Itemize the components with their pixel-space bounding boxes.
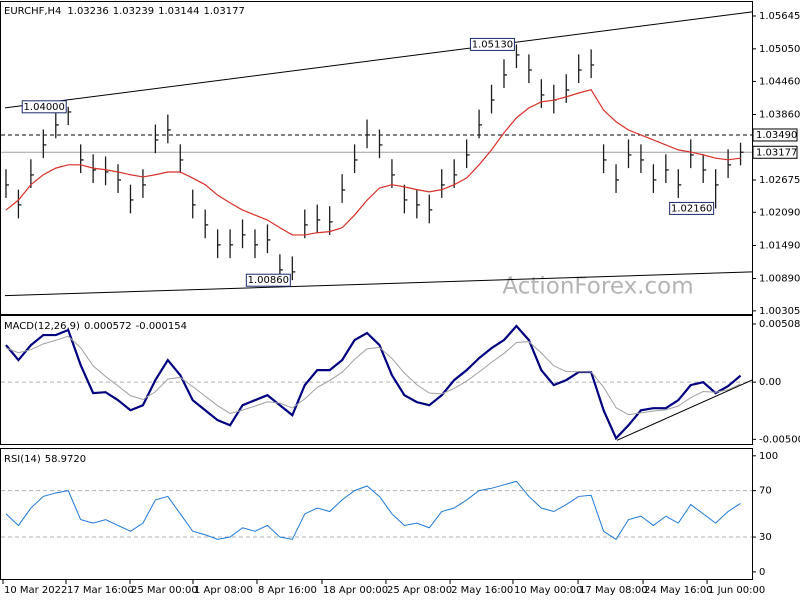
symbol: EURCHF,H4 <box>4 6 61 17</box>
level-box <box>752 128 798 142</box>
callout-box <box>669 201 715 215</box>
x-tick-label: 25 Apr 08:00 <box>387 585 452 596</box>
macd-value: 0.000572 <box>84 321 132 332</box>
y-tick-label: 70 <box>759 486 772 497</box>
y-tick-label: -0.005002 <box>759 434 800 445</box>
trend-line <box>4 271 753 297</box>
trend-line <box>4 11 753 109</box>
indicator-line <box>5 89 741 236</box>
y-tick-label: 1.05050 <box>759 44 800 55</box>
indicator-line <box>5 480 741 541</box>
indicator-name: MACD(12,26,9) <box>4 321 80 332</box>
x-tick-label: 2 May 16:00 <box>451 585 513 596</box>
y-tick-label: 1.03860 <box>759 110 800 121</box>
trend-line <box>616 379 753 441</box>
x-tick-label: 10 Mar 2022 <box>4 585 67 596</box>
y-tick-label: 1.01490 <box>759 240 800 251</box>
signal-value: -0.000154 <box>136 321 187 332</box>
open-value: 1.03236 <box>67 6 108 17</box>
rsi-value: 58.9720 <box>45 454 86 465</box>
close-value: 1.03177 <box>203 6 244 17</box>
y-tick-label: 1.00305 <box>759 306 800 317</box>
y-tick-label: 0.005089 <box>759 319 800 330</box>
low-value: 1.03144 <box>158 6 199 17</box>
x-tick-label: 17 May 08:00 <box>579 585 648 596</box>
price-header: EURCHF,H4 1.03236 1.03239 1.03144 1.03177 <box>4 6 245 17</box>
callout-label: 1.00860 <box>248 275 289 286</box>
y-tick-label: 1.04460 <box>759 76 800 87</box>
x-tick-label: 8 Apr 16:00 <box>258 585 317 596</box>
y-tick-label: 0 <box>759 567 765 578</box>
y-tick-label: 30 <box>759 532 772 543</box>
indicator-line <box>5 335 741 416</box>
x-tick-label: 18 Apr 00:00 <box>323 585 388 596</box>
x-tick-label: 17 Mar 16:00 <box>67 585 134 596</box>
watermark: ActionForex.com <box>502 274 693 300</box>
callout-label: 1.05130 <box>472 39 513 50</box>
panel-frame <box>0 448 753 580</box>
callout-label: 1.04000 <box>24 102 65 113</box>
macd-header: MACD(12,26,9) 0.000572 -0.000154 <box>4 321 187 332</box>
indicator-name: RSI(14) <box>4 454 41 465</box>
callout-box <box>245 273 291 287</box>
y-tick-label: 0.00 <box>759 377 781 388</box>
callout-box <box>21 100 67 114</box>
x-tick-label: 25 Mar 00:00 <box>131 585 198 596</box>
y-tick-label: 1.02675 <box>759 175 800 186</box>
level-label: 1.03490 <box>756 130 797 141</box>
rsi-header: RSI(14) 58.9720 <box>4 454 86 465</box>
y-tick-label: 1.00890 <box>759 274 800 285</box>
x-tick-label: 1 Jun 00:00 <box>708 585 765 596</box>
indicator-line <box>5 324 742 441</box>
level-label: 1.03177 <box>756 147 797 158</box>
x-tick-label: 10 May 00:00 <box>514 585 583 596</box>
callout-label: 1.02160 <box>671 203 712 214</box>
y-tick-label: 100 <box>759 451 778 462</box>
y-tick-label: 1.02090 <box>759 207 800 218</box>
high-value: 1.03239 <box>113 6 154 17</box>
x-tick-label: 24 May 16:00 <box>644 585 713 596</box>
panel-frame <box>0 315 753 445</box>
y-tick-label: 1.05645 <box>759 11 800 22</box>
x-tick-label: 1 Apr 08:00 <box>194 585 253 596</box>
callout-box <box>469 37 515 51</box>
level-box <box>752 145 798 159</box>
